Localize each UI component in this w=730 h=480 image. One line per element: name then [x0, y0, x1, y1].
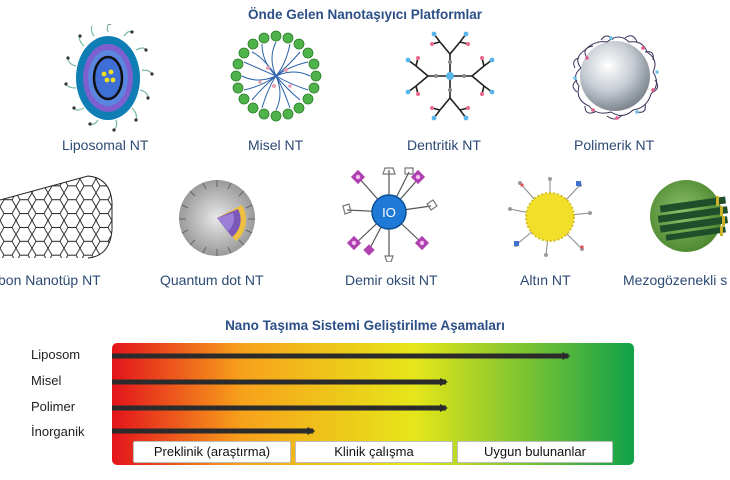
nanocarrier-label-quantum-dot: Quantum dot NT — [160, 272, 264, 288]
dendrimer-icon — [405, 31, 495, 121]
nanocarrier-label-gold: Altın NT — [520, 272, 571, 288]
carbon-nanotube-icon — [0, 175, 113, 259]
stage-row-label-micelle: Misel — [31, 373, 62, 388]
phase-preclinical: Preklinik (araştırma) — [133, 441, 291, 463]
mesoporous-silica-icon — [650, 180, 729, 252]
nanocarrier-label-liposomal: Liposomal NT — [62, 137, 149, 153]
nanocarrier-label-mesoporous: Mezogözenekli s — [623, 272, 728, 288]
iron-oxide-core-label: IO — [382, 205, 396, 220]
stage-row-label-liposome: Liposom — [31, 347, 81, 362]
nanocarrier-label-dendritic: Dentritik NT — [407, 137, 481, 153]
stage-row-label-polymer: Polimer — [31, 399, 76, 414]
phase-clinical: Klinik çalışma — [295, 441, 453, 463]
phase-approved: Uygun bulunanlar — [457, 441, 613, 463]
nanocarrier-label-micelle: Misel NT — [248, 137, 304, 153]
liposome-icon — [64, 24, 154, 132]
stage-gradient-band — [112, 343, 634, 465]
stages-title: Nano Taşıma Sistemi Geliştirilme Aşamala… — [225, 318, 505, 333]
micelle-icon — [230, 30, 322, 122]
platforms-title: Önde Gelen Nanotaşıyıcı Platformlar — [247, 7, 483, 22]
iron-oxide-icon: IO — [342, 167, 438, 262]
nanocarrier-label-iron-oxide: Demir oksit NT — [345, 272, 438, 288]
stage-row-label-inorganic: İnorganik — [31, 424, 85, 439]
nanocarrier-label-carbon-nanotube: bon Nanotüp NT — [0, 272, 101, 288]
quantum-dot-icon — [179, 180, 255, 256]
nanocarrier-label-polymeric: Polimerik NT — [574, 137, 655, 153]
gold-np-icon — [508, 177, 592, 257]
polymeric-np-icon — [572, 35, 659, 120]
